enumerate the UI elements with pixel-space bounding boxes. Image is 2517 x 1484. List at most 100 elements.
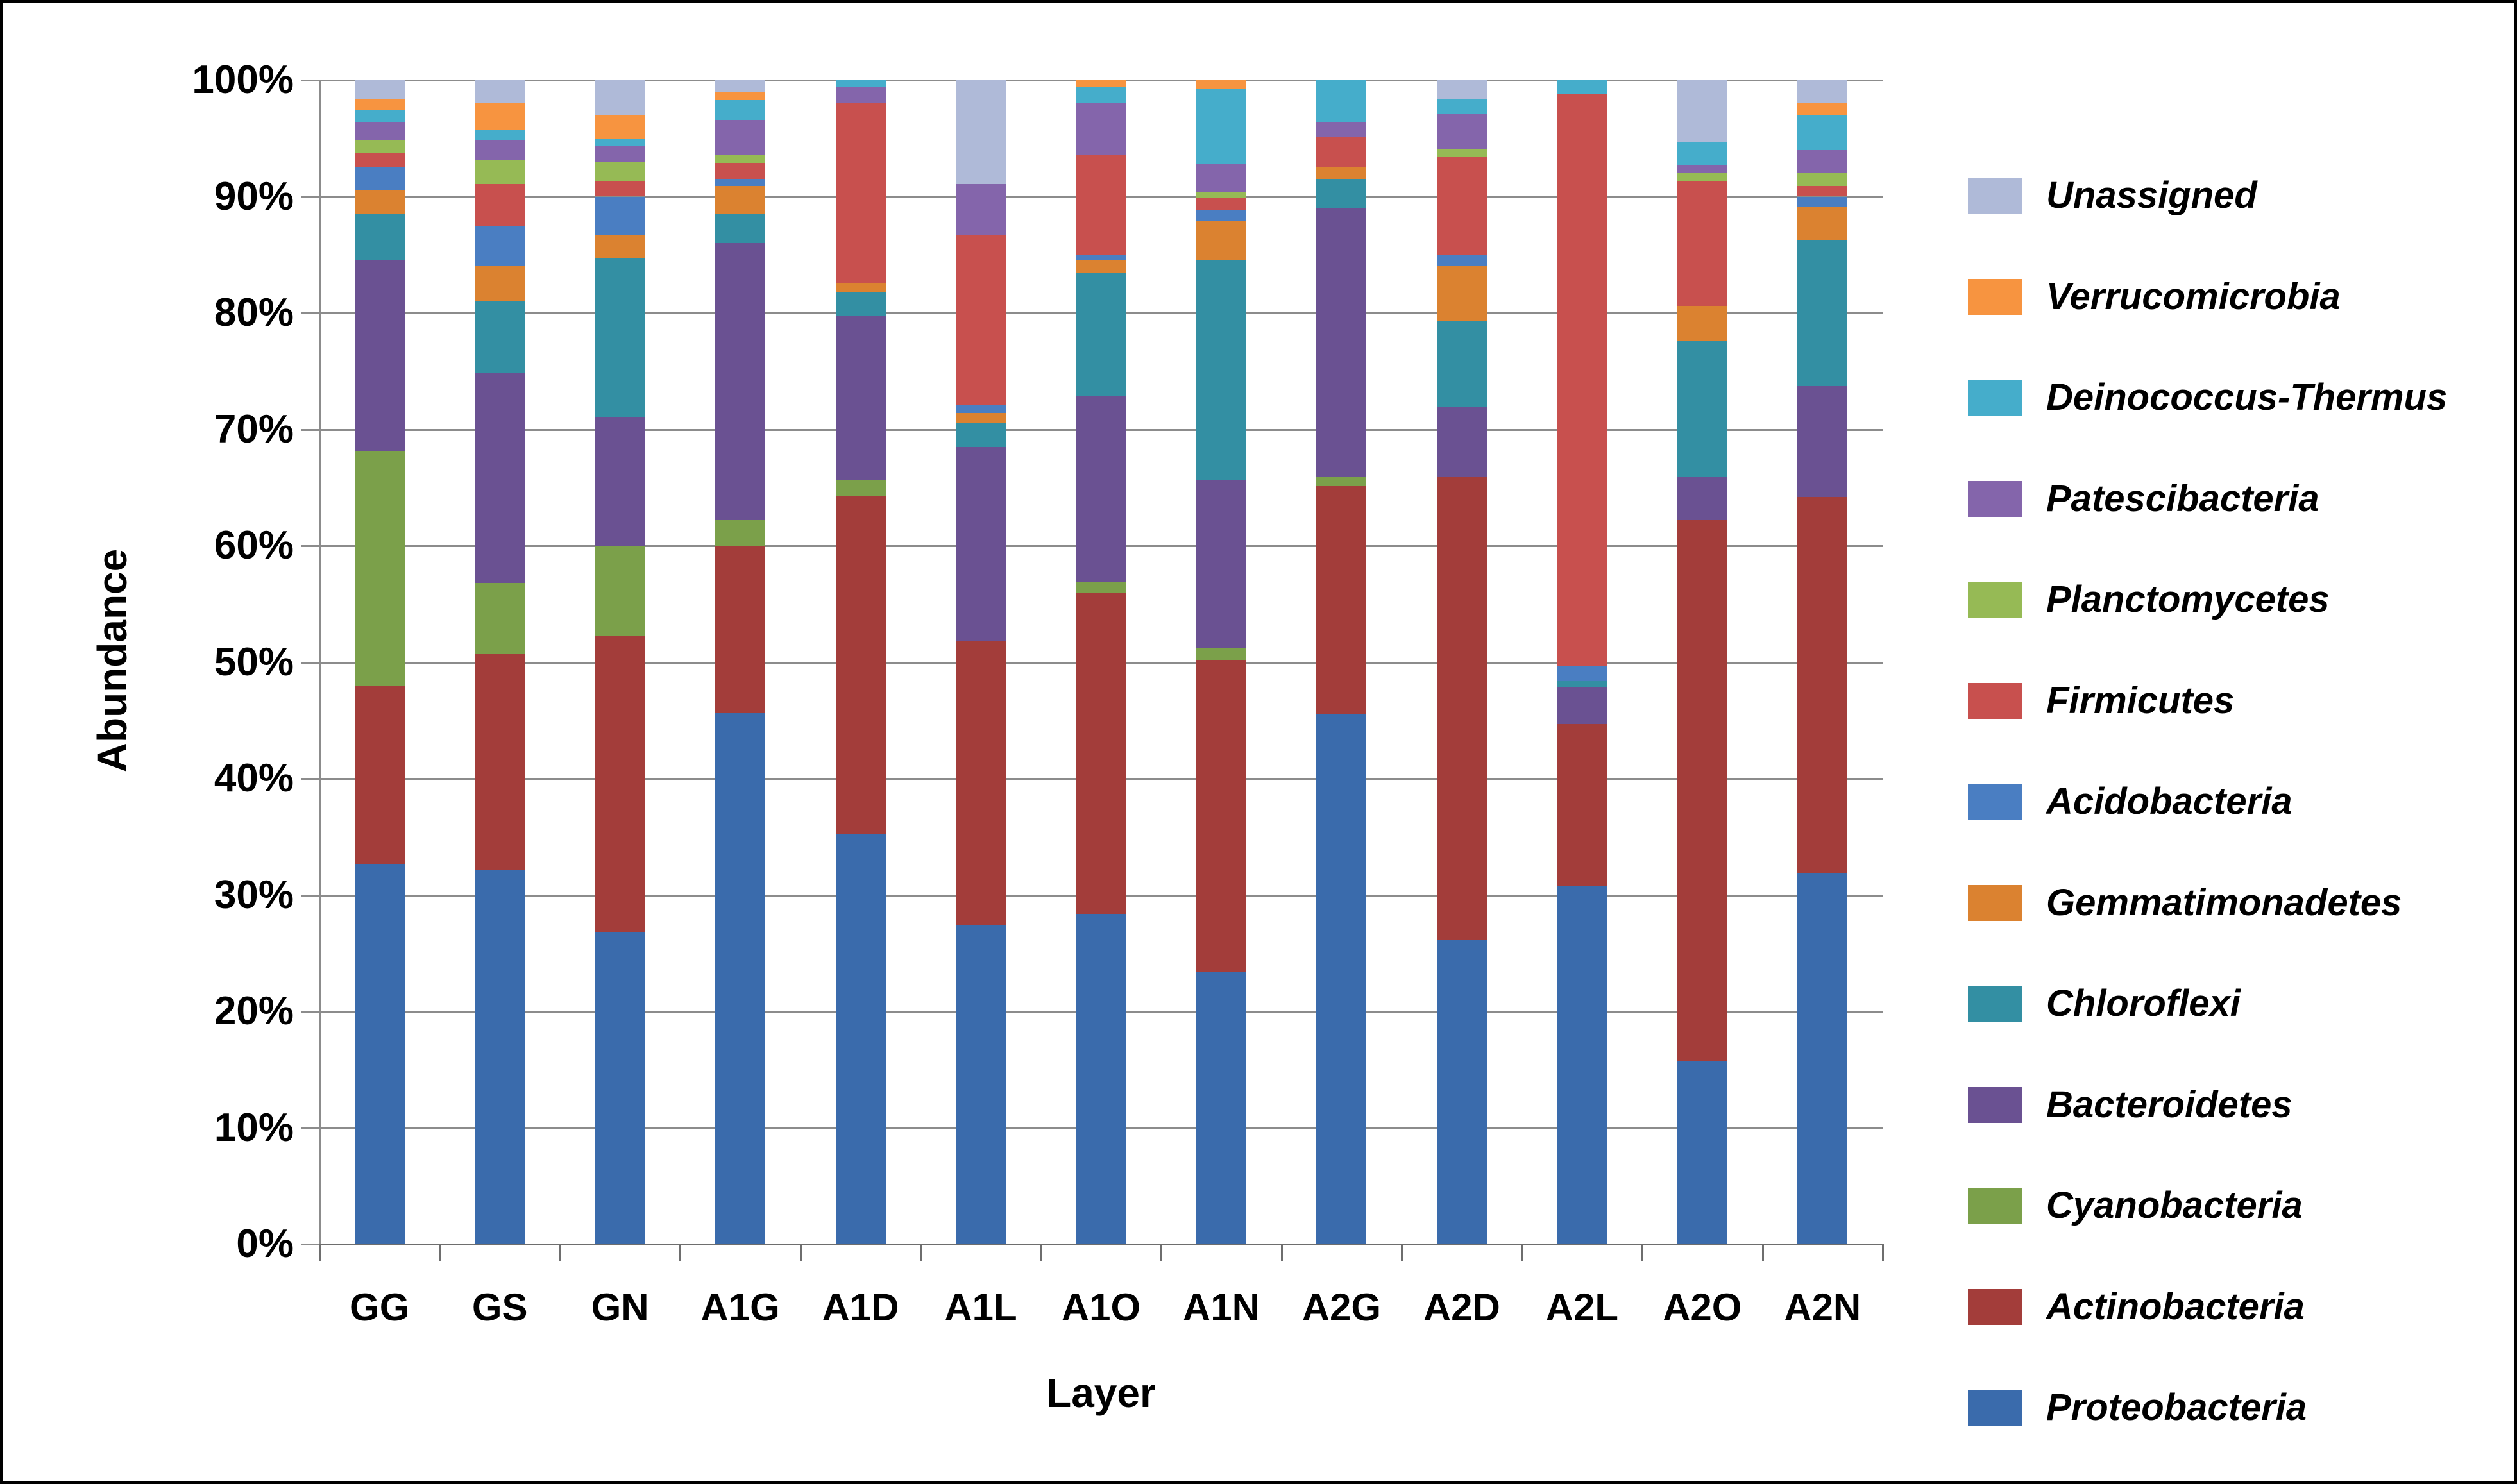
y-tick-label-50: 50% — [214, 639, 294, 684]
y-tick-label-90: 90% — [214, 174, 294, 219]
bar-segment-A2N-Bacteroidetes — [1797, 386, 1848, 497]
bar-segment-A2L-Proteobacteria — [1557, 885, 1607, 1244]
bar-segment-GS-Patescibacteria — [475, 139, 525, 161]
bar-segment-GS-Firmicutes — [475, 183, 525, 226]
bar-segment-A1D-Actinobacteria — [835, 495, 886, 835]
x-tick-label-A2N: A2N — [1784, 1286, 1861, 1329]
bar-segment-A1N-Acidobacteria — [1196, 210, 1246, 221]
bar-segment-A1G-Firmicutes — [715, 162, 766, 180]
x-tick-label-A2O: A2O — [1663, 1286, 1742, 1329]
legend-label: Unassigned — [2046, 174, 2257, 216]
legend-swatch-Actinobacteria — [1968, 1288, 2022, 1325]
bar-segment-GG-Acidobacteria — [354, 167, 405, 191]
bar-segment-A1G-Chloroflexi — [715, 214, 766, 244]
bar-segment-A1L-Firmicutes — [956, 235, 1006, 405]
bar-segment-GG-Unassigned — [354, 80, 405, 99]
bar-segment-A2L-Bacteroidetes — [1557, 686, 1607, 724]
bar-segment-GG-Chloroflexi — [354, 214, 405, 260]
y-tick-label-20: 20% — [214, 989, 294, 1033]
bar-segment-A2L-Chloroflexi — [1557, 680, 1607, 687]
bar-segment-A2L-Actinobacteria — [1557, 723, 1607, 886]
x-axis-title: Layer — [1046, 1370, 1156, 1416]
x-tick-label-GS: GS — [471, 1286, 528, 1329]
bar-segment-GN-Cyanobacteria — [595, 546, 645, 636]
legend-label: Patescibacteria — [2046, 477, 2319, 519]
bar-segment-A1N-Cyanobacteria — [1196, 648, 1246, 660]
bar-segment-A2O-Chloroflexi — [1677, 341, 1727, 477]
bar-segment-GN-Patescibacteria — [595, 146, 645, 162]
bar-segment-GG-Cyanobacteria — [354, 451, 405, 686]
x-tick-label-GN: GN — [591, 1286, 649, 1329]
legend-item-Gemmatimonadetes: Gemmatimonadetes — [1953, 864, 2514, 941]
x-tick-label-A1L: A1L — [944, 1286, 1017, 1329]
bar-segment-A1L-Patescibacteria — [956, 183, 1006, 235]
bar-A2D — [1436, 80, 1487, 1244]
bar-GG — [354, 80, 405, 1244]
bar-segment-A2N-Acidobacteria — [1797, 196, 1848, 207]
bar-segment-GG-Actinobacteria — [354, 685, 405, 865]
bar-segment-A2G-Patescibacteria — [1316, 122, 1367, 137]
y-axis-tick-70 — [301, 428, 319, 431]
y-axis-tick-10 — [301, 1127, 319, 1129]
bar-segment-A1D-Proteobacteria — [835, 834, 886, 1244]
x-tick-label-A1G: A1G — [700, 1286, 780, 1329]
legend-swatch-Acidobacteria — [1968, 784, 2022, 820]
bar-segment-A2D-Chloroflexi — [1436, 321, 1487, 407]
legend-swatch-Planctomycetes — [1968, 582, 2022, 618]
bar-segment-A2D-Gemmatimonadetes — [1436, 266, 1487, 321]
bar-segment-A2N-Gemmatimonadetes — [1797, 207, 1848, 240]
bar-segment-GS-Proteobacteria — [475, 869, 525, 1244]
x-tick-label-A1O: A1O — [1061, 1286, 1141, 1329]
legend-swatch-Cyanobacteria — [1968, 1188, 2022, 1224]
bar-segment-A2D-Patescibacteria — [1436, 114, 1487, 149]
x-tick-label-A1D: A1D — [822, 1286, 899, 1329]
legend-item-Planctomycetes: Planctomycetes — [1953, 561, 2514, 638]
bar-segment-A2G-Deinococcus-Thermus — [1316, 80, 1367, 122]
legend-swatch-Gemmatimonadetes — [1968, 884, 2022, 921]
bar-segment-A2N-Chloroflexi — [1797, 239, 1848, 387]
y-axis-tick-0 — [301, 1244, 319, 1245]
bar-segment-A2O-Gemmatimonadetes — [1677, 306, 1727, 341]
bar-segment-GG-Planctomycetes — [354, 139, 405, 153]
bar-segment-A1D-Chloroflexi — [835, 292, 886, 316]
bar-segment-A1G-Patescibacteria — [715, 119, 766, 155]
x-tick-label-A1N: A1N — [1182, 1286, 1260, 1329]
y-axis-line — [319, 80, 321, 1258]
legend-swatch-Proteobacteria — [1968, 1390, 2022, 1426]
legend-item-Proteobacteria: Proteobacteria — [1953, 1369, 2514, 1446]
bar-segment-A1G-Verrucomicrobia — [715, 92, 766, 100]
bar-segment-A2N-Deinococcus-Thermus — [1797, 115, 1848, 150]
bar-segment-A1O-Bacteroidetes — [1076, 395, 1126, 582]
bar-segment-A1N-Gemmatimonadetes — [1196, 221, 1246, 261]
bar-segment-A1L-Proteobacteria — [956, 925, 1006, 1244]
bar-segment-A1L-Chloroflexi — [956, 422, 1006, 447]
bar-segment-A2L-Deinococcus-Thermus — [1557, 80, 1607, 94]
bar-segment-A1O-Gemmatimonadetes — [1076, 259, 1126, 274]
bar-segment-A2O-Bacteroidetes — [1677, 476, 1727, 521]
bar-segment-A1O-Deinococcus-Thermus — [1076, 87, 1126, 104]
bar-segment-GG-Proteobacteria — [354, 864, 405, 1244]
bar-segment-A2N-Firmicutes — [1797, 186, 1848, 197]
x-axis-tick-0 — [319, 1244, 321, 1261]
bar-segment-A1D-Firmicutes — [835, 103, 886, 283]
bar-segment-A1O-Firmicutes — [1076, 155, 1126, 255]
x-tick-label-A2D: A2D — [1423, 1286, 1500, 1329]
bar-segment-GN-Gemmatimonadetes — [595, 235, 645, 258]
legend-label: Verrucomicrobia — [2046, 275, 2341, 317]
x-axis-tick-7 — [1160, 1244, 1163, 1261]
bar-segment-A2N-Patescibacteria — [1797, 149, 1848, 174]
bar-segment-A1G-Actinobacteria — [715, 546, 766, 714]
legend-item-Firmicutes: Firmicutes — [1953, 662, 2514, 739]
bar-segment-A2G-Cyanobacteria — [1316, 476, 1367, 487]
bar-segment-A2O-Planctomycetes — [1677, 173, 1727, 181]
bar-segment-GG-Gemmatimonadetes — [354, 190, 405, 214]
bar-segment-A2O-Proteobacteria — [1677, 1061, 1727, 1244]
bar-segment-GS-Deinococcus-Thermus — [475, 130, 525, 140]
bar-segment-GN-Proteobacteria — [595, 932, 645, 1244]
bar-segment-A1G-Planctomycetes — [715, 155, 766, 163]
bar-segment-A2O-Firmicutes — [1677, 181, 1727, 307]
bar-segment-GN-Actinobacteria — [595, 635, 645, 932]
y-tick-label-40: 40% — [214, 756, 294, 800]
bar-segment-A1N-Planctomycetes — [1196, 192, 1246, 198]
